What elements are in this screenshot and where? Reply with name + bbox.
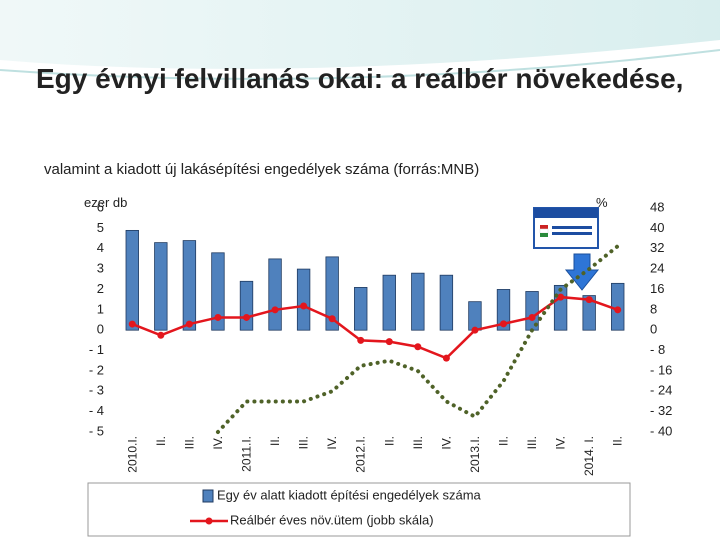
- x-tick-label: 2014. I.: [582, 436, 596, 476]
- marker: [300, 302, 308, 310]
- y2-tick-label: - 8: [650, 342, 665, 357]
- x-tick-label: II.: [268, 436, 282, 446]
- y2-tick-label: - 24: [650, 383, 672, 398]
- x-tick-label: 2013.I.: [468, 436, 482, 473]
- marker: [214, 313, 222, 321]
- bar: [125, 229, 139, 331]
- marker: [128, 320, 136, 328]
- y2-axis-label: %: [596, 195, 608, 210]
- y2-tick-label: - 16: [650, 362, 672, 377]
- marker: [614, 306, 622, 314]
- marker: [243, 313, 250, 321]
- marker: [185, 320, 193, 328]
- marker: [500, 320, 507, 328]
- bar: [582, 295, 596, 331]
- y-tick-label: 5: [97, 220, 104, 235]
- x-tick-label: IV.: [211, 436, 225, 450]
- marker: [442, 354, 450, 362]
- legend-swatch: [202, 489, 214, 503]
- bar: [354, 287, 368, 331]
- bar: [496, 289, 511, 331]
- y-tick-label: 2: [97, 281, 104, 296]
- x-tick-label: IV.: [325, 436, 339, 450]
- marker: [385, 338, 393, 346]
- y2-tick-label: 40: [650, 220, 664, 235]
- header-line: [0, 49, 720, 80]
- legend-label: Reálbér éves növ.ütem (jobb skála): [230, 512, 434, 527]
- y-tick-label: - 3: [89, 383, 104, 398]
- legend-marker: [205, 517, 213, 525]
- y-tick-label: 3: [97, 261, 104, 276]
- bar: [296, 268, 311, 331]
- y2-tick-label: - 40: [650, 423, 672, 438]
- bar: [439, 274, 454, 331]
- x-tick-label: III.: [411, 436, 425, 449]
- marker: [271, 306, 279, 314]
- bar: [182, 240, 197, 331]
- y2-tick-label: 48: [650, 199, 664, 214]
- bar: [154, 242, 168, 331]
- chart-subtitle: valamint a kiadott új lakásépítési enged…: [44, 161, 479, 178]
- x-tick-label: II.: [611, 436, 625, 446]
- bar: [553, 284, 568, 331]
- x-tick-label: II.: [382, 436, 396, 446]
- marker: [471, 326, 479, 334]
- x-tick-label: 2011.I.: [240, 436, 254, 472]
- y-tick-label: 4: [97, 240, 104, 255]
- x-tick-label: III.: [182, 436, 196, 449]
- marker: [585, 296, 593, 304]
- x-tick-label: IV.: [439, 436, 453, 450]
- bar: [468, 301, 482, 331]
- bar: [239, 280, 254, 331]
- line: [131, 295, 619, 360]
- chart-title: Egy évnyi felvillanás okai: a reálbér nö…: [36, 63, 683, 94]
- marker: [528, 313, 536, 321]
- x-tick-label: 2010.I.: [125, 436, 139, 473]
- bar: [411, 272, 425, 331]
- marker: [357, 336, 365, 344]
- y-tick-label: 1: [97, 301, 104, 316]
- y2-tick-label: 32: [650, 240, 664, 255]
- y-tick-label: - 4: [89, 403, 104, 418]
- x-tick-label: III.: [525, 436, 539, 449]
- y2-tick-label: - 32: [650, 403, 672, 418]
- badge: [533, 207, 599, 249]
- y2-tick-label: 0: [650, 322, 657, 337]
- bar: [211, 252, 225, 331]
- x-tick-label: 2012.I.: [354, 436, 368, 473]
- marker: [557, 293, 565, 301]
- y2-tick-label: 8: [650, 301, 657, 316]
- marker: [157, 331, 165, 339]
- y-tick-label: 6: [97, 199, 104, 214]
- y-tick-label: 0: [97, 322, 104, 337]
- line: [215, 244, 620, 434]
- y-tick-label: - 2: [89, 362, 104, 377]
- y-tick-label: - 5: [89, 423, 104, 438]
- bar: [325, 256, 339, 331]
- x-tick-label: II.: [497, 436, 511, 446]
- x-tick-label: III.: [297, 436, 311, 449]
- marker: [328, 315, 336, 323]
- legend-label: Egy év alatt kiadott építési engedélyek …: [217, 487, 482, 502]
- y2-tick-label: 16: [650, 281, 664, 296]
- marker: [414, 343, 422, 351]
- legend-box: [87, 482, 631, 537]
- x-tick-label: IV.: [554, 436, 568, 450]
- bar: [382, 274, 396, 331]
- bar: [268, 258, 282, 331]
- x-tick-label: II.: [154, 436, 168, 446]
- y2-tick-label: 24: [650, 261, 664, 276]
- y-tick-label: - 1: [89, 342, 104, 357]
- y-axis-label: ezer db: [84, 195, 127, 210]
- header-swoosh: [0, 0, 720, 69]
